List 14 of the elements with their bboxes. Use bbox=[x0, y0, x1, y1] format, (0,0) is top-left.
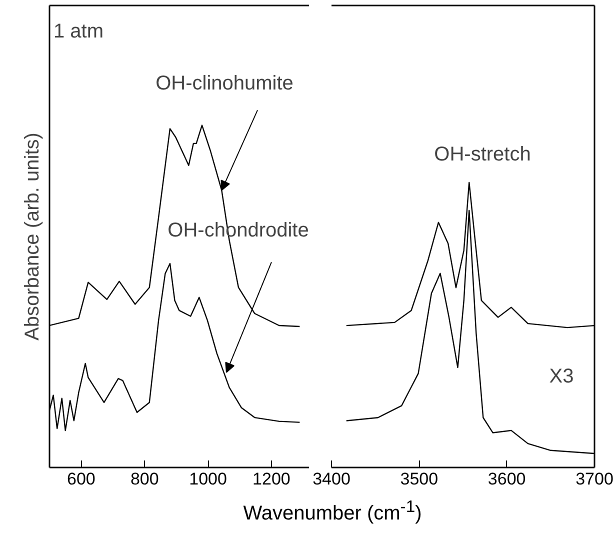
x-axis-title: Wavenumber (cm$^{-1}$) bbox=[242, 496, 423, 527]
x-tick-label: 3500 bbox=[400, 470, 438, 488]
text: OH-stretch bbox=[434, 144, 531, 166]
y-axis-title: Absorbance (arb. units) bbox=[22, 132, 44, 340]
x-tick-label: 1000 bbox=[189, 470, 227, 488]
x-tick-label: 800 bbox=[130, 470, 159, 488]
x-tick-label: 3600 bbox=[488, 470, 526, 488]
annotation: X3 bbox=[549, 366, 574, 388]
annotation: OH-clinohumite bbox=[156, 72, 294, 94]
x-tick-label: 1200 bbox=[252, 470, 290, 488]
x-tick-label: 3700 bbox=[576, 470, 614, 488]
text: 1 atm bbox=[54, 20, 104, 42]
x-tick-label: 3400 bbox=[312, 470, 350, 488]
x-tick-label: 600 bbox=[67, 470, 96, 488]
